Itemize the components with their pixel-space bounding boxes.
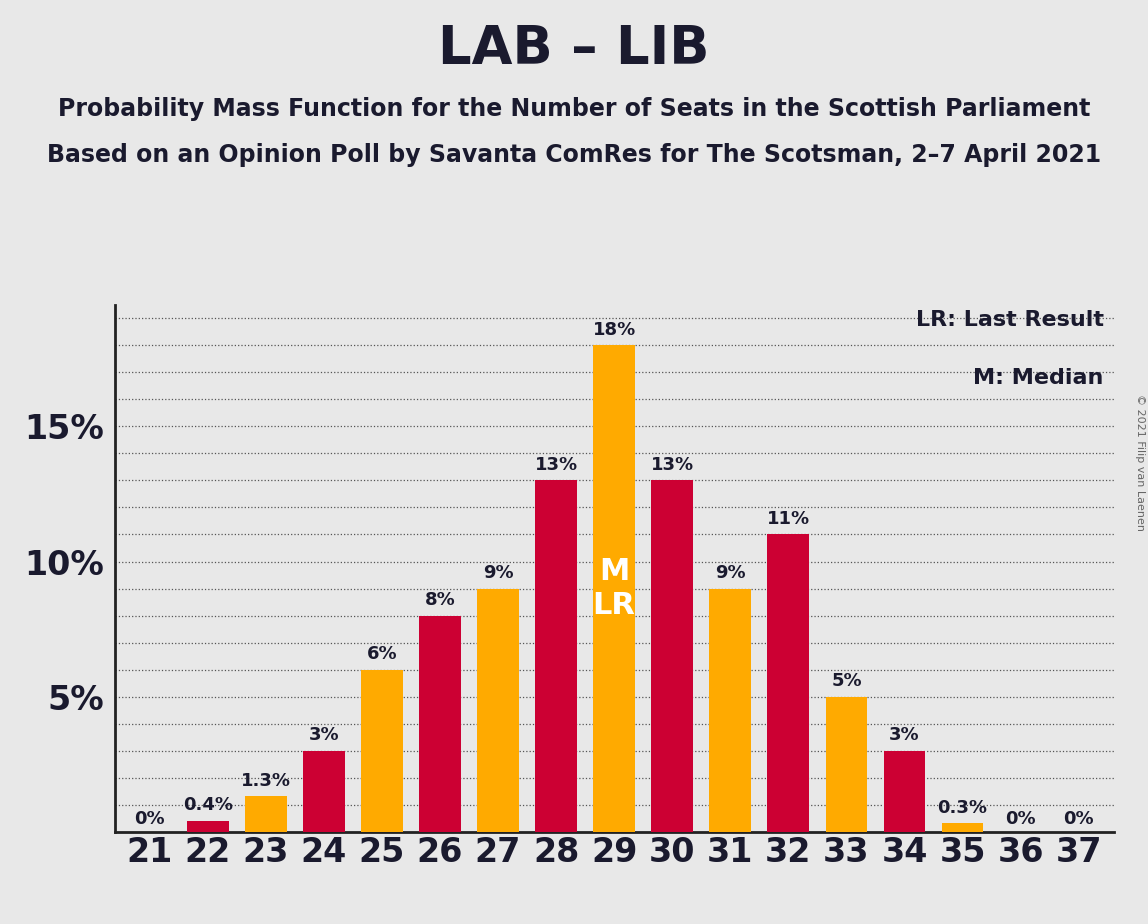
Text: M
LR: M LR: [592, 557, 636, 620]
Text: 6%: 6%: [366, 645, 397, 663]
Text: LR: Last Result: LR: Last Result: [916, 310, 1103, 330]
Bar: [187, 821, 228, 832]
Text: 3%: 3%: [890, 726, 920, 744]
Bar: [360, 670, 403, 832]
Text: 3%: 3%: [309, 726, 339, 744]
Bar: [478, 589, 519, 832]
Text: 9%: 9%: [715, 564, 746, 582]
Bar: [651, 480, 693, 832]
Text: Based on an Opinion Poll by Savanta ComRes for The Scotsman, 2–7 April 2021: Based on an Opinion Poll by Savanta ComR…: [47, 143, 1101, 167]
Text: 0.3%: 0.3%: [938, 798, 987, 817]
Bar: [419, 615, 460, 832]
Bar: [768, 534, 809, 832]
Text: 5%: 5%: [831, 672, 862, 690]
Bar: [709, 589, 751, 832]
Bar: [825, 697, 868, 832]
Text: 8%: 8%: [425, 590, 456, 609]
Text: Probability Mass Function for the Number of Seats in the Scottish Parliament: Probability Mass Function for the Number…: [57, 97, 1091, 121]
Bar: [884, 750, 925, 832]
Text: 0%: 0%: [134, 810, 165, 828]
Text: 18%: 18%: [592, 321, 636, 339]
Text: 13%: 13%: [535, 456, 577, 474]
Bar: [245, 796, 287, 832]
Bar: [303, 750, 344, 832]
Bar: [594, 346, 635, 832]
Text: 0%: 0%: [1006, 810, 1035, 828]
Text: 1.3%: 1.3%: [241, 772, 290, 790]
Bar: [535, 480, 577, 832]
Text: M: Median: M: Median: [974, 368, 1103, 388]
Text: © 2021 Filip van Laenen: © 2021 Filip van Laenen: [1135, 394, 1145, 530]
Text: 9%: 9%: [482, 564, 513, 582]
Text: 13%: 13%: [651, 456, 693, 474]
Bar: [941, 823, 984, 832]
Text: 11%: 11%: [767, 510, 810, 528]
Text: 0.4%: 0.4%: [183, 796, 233, 814]
Text: LAB – LIB: LAB – LIB: [439, 23, 709, 75]
Text: 0%: 0%: [1063, 810, 1094, 828]
